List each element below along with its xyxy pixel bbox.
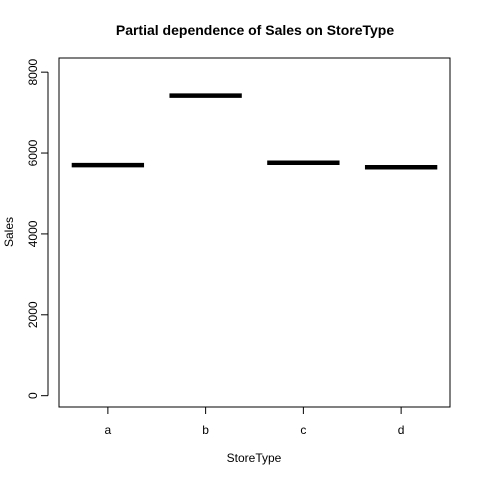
x-tick-label: d <box>398 423 405 437</box>
y-tick-label: 4000 <box>26 220 40 247</box>
x-tick-label: b <box>202 423 209 437</box>
y-axis-label: Sales <box>2 217 16 247</box>
x-tick-label: c <box>300 423 306 437</box>
plot-area-frame <box>58 57 451 408</box>
y-tick-label: 2000 <box>26 301 40 328</box>
y-tick-label: 0 <box>26 392 40 399</box>
x-tick-label: a <box>105 423 112 437</box>
x-axis-label: StoreType <box>227 451 282 465</box>
y-tick-label: 8000 <box>26 58 40 85</box>
chart-title: Partial dependence of Sales on StoreType <box>116 22 394 38</box>
y-axis: 0 2000 4000 6000 8000 <box>26 58 49 399</box>
y-tick-label: 6000 <box>26 139 40 166</box>
x-axis: a b c d <box>105 406 405 437</box>
data-marks <box>71 93 438 170</box>
